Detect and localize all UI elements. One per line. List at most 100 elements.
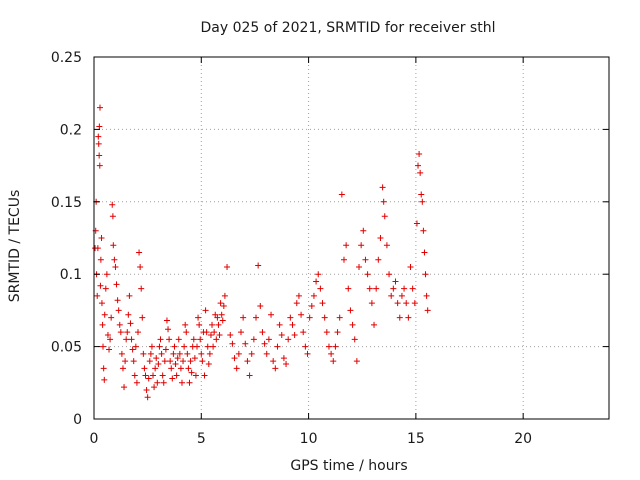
data-point <box>151 384 158 391</box>
data-point <box>136 249 143 256</box>
data-point <box>379 184 386 191</box>
data-point <box>308 303 315 310</box>
y-tick-label: 0.25 <box>51 50 82 66</box>
y-axis-label: SRMTID / TECUs <box>7 190 23 303</box>
data-point <box>204 343 211 350</box>
data-point <box>268 311 275 318</box>
data-point <box>203 329 210 336</box>
data-point <box>161 358 168 365</box>
data-point <box>97 256 104 263</box>
data-point <box>132 343 139 350</box>
data-point <box>201 372 208 379</box>
data-point <box>102 285 109 292</box>
y-tick-label: 0 <box>73 412 82 428</box>
data-point <box>130 358 137 365</box>
data-point <box>291 332 298 339</box>
data-point <box>364 271 371 278</box>
data-point <box>246 372 253 379</box>
x-tick-label: 10 <box>300 431 318 447</box>
data-point <box>343 242 350 249</box>
data-point <box>123 336 130 343</box>
data-point <box>156 343 163 350</box>
data-point <box>349 321 356 328</box>
data-point <box>175 336 182 343</box>
y-tick-label: 0.1 <box>60 267 82 283</box>
data-point <box>109 201 116 208</box>
data-point <box>210 343 217 350</box>
data-point <box>424 307 431 314</box>
data-point <box>178 379 185 386</box>
data-point <box>304 350 311 357</box>
data-point <box>205 360 212 367</box>
data-point <box>336 314 343 321</box>
data-point <box>153 355 160 362</box>
data-points <box>92 104 431 401</box>
data-point <box>283 360 290 367</box>
data-point <box>197 336 204 343</box>
data-point <box>94 292 101 299</box>
data-point <box>295 292 302 299</box>
data-point <box>165 326 172 333</box>
data-point <box>104 332 111 339</box>
data-point <box>377 235 384 241</box>
data-point <box>184 350 191 357</box>
data-point <box>390 285 397 292</box>
grid <box>94 57 609 419</box>
data-point <box>240 314 247 321</box>
data-point <box>170 350 177 357</box>
x-tick-label: 20 <box>514 431 532 447</box>
data-point <box>209 321 216 328</box>
data-point <box>202 307 209 314</box>
data-point <box>119 365 126 372</box>
data-point <box>162 346 169 353</box>
data-point <box>107 336 114 343</box>
data-point <box>133 379 140 386</box>
data-point <box>371 321 378 328</box>
data-point <box>157 336 164 343</box>
data-point <box>219 317 226 324</box>
data-point <box>368 300 375 307</box>
ticks: 0 5 10 15 20 0 0.05 0.1 0.15 0.2 0.25 <box>51 50 609 447</box>
data-point <box>169 375 176 382</box>
data-point <box>171 343 178 350</box>
data-point <box>139 314 146 321</box>
data-point <box>317 285 324 292</box>
data-point <box>280 355 287 362</box>
data-point <box>227 332 234 339</box>
data-point <box>263 350 270 357</box>
data-point <box>96 152 103 159</box>
data-point <box>101 311 108 318</box>
data-point <box>131 372 138 379</box>
data-point <box>167 358 174 365</box>
data-point <box>188 369 195 376</box>
data-point <box>221 292 228 299</box>
data-point <box>375 256 382 263</box>
data-point <box>394 300 401 307</box>
data-point <box>125 311 132 318</box>
data-point <box>124 329 131 336</box>
x-axis-label: GPS time / hours <box>290 458 407 474</box>
data-point <box>198 350 205 357</box>
data-point <box>274 343 281 350</box>
data-point <box>255 262 262 269</box>
data-point <box>128 336 135 343</box>
data-point <box>233 365 240 372</box>
data-point <box>191 355 198 362</box>
data-point <box>398 292 405 299</box>
data-point <box>160 379 167 386</box>
data-point <box>401 285 408 292</box>
data-point <box>340 256 347 263</box>
data-point <box>152 365 159 372</box>
data-point <box>253 314 260 321</box>
data-point <box>97 282 104 289</box>
data-point <box>300 329 307 336</box>
data-point <box>356 263 363 270</box>
data-point <box>185 365 192 372</box>
data-point <box>298 311 305 318</box>
y-tick-label: 0.2 <box>60 122 82 138</box>
data-point <box>103 271 110 278</box>
data-point <box>158 350 165 357</box>
data-point <box>113 281 120 288</box>
data-point <box>177 365 184 372</box>
data-point <box>289 321 296 328</box>
